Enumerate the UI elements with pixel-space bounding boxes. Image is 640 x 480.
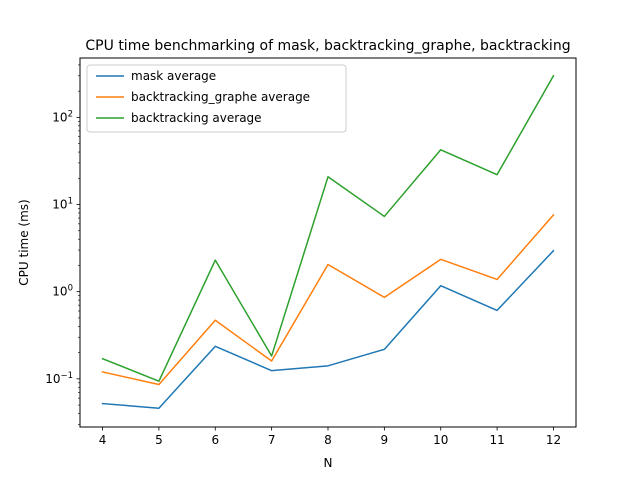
x-tick-label: 11 — [489, 433, 504, 447]
y-axis: 10−1 100 101 102 — [45, 64, 80, 425]
y-axis-label: CPU time (ms) — [17, 199, 31, 285]
y-tick-label: 100 — [52, 284, 73, 299]
series-line-1 — [101, 213, 555, 386]
x-tick-label: 7 — [268, 433, 276, 447]
legend-label-2: backtracking average — [131, 111, 262, 125]
legend-label-1: backtracking_graphe average — [131, 90, 310, 104]
x-axis: 4 5 6 7 8 9 10 11 12 — [99, 427, 561, 447]
series-line-0 — [101, 249, 555, 409]
x-axis-label: N — [324, 456, 333, 470]
x-tick-label: 10 — [433, 433, 448, 447]
x-tick-label: 6 — [211, 433, 219, 447]
y-tick-label: 10−1 — [45, 371, 73, 386]
y-tick-label: 101 — [52, 197, 73, 212]
legend: mask average backtracking_graphe average b… — [86, 64, 347, 133]
y-tick-label: 102 — [52, 109, 73, 124]
chart-title: CPU time benchmarking of mask, backtrack… — [85, 38, 570, 54]
legend-frame — [86, 64, 347, 133]
series-line-2 — [101, 74, 555, 382]
x-tick-label: 5 — [155, 433, 163, 447]
x-tick-label: 4 — [99, 433, 107, 447]
x-tick-label: 12 — [546, 433, 561, 447]
x-tick-label: 8 — [324, 433, 332, 447]
legend-label-0: mask average — [131, 69, 216, 83]
x-tick-label: 9 — [381, 433, 389, 447]
plot-area — [101, 74, 555, 409]
